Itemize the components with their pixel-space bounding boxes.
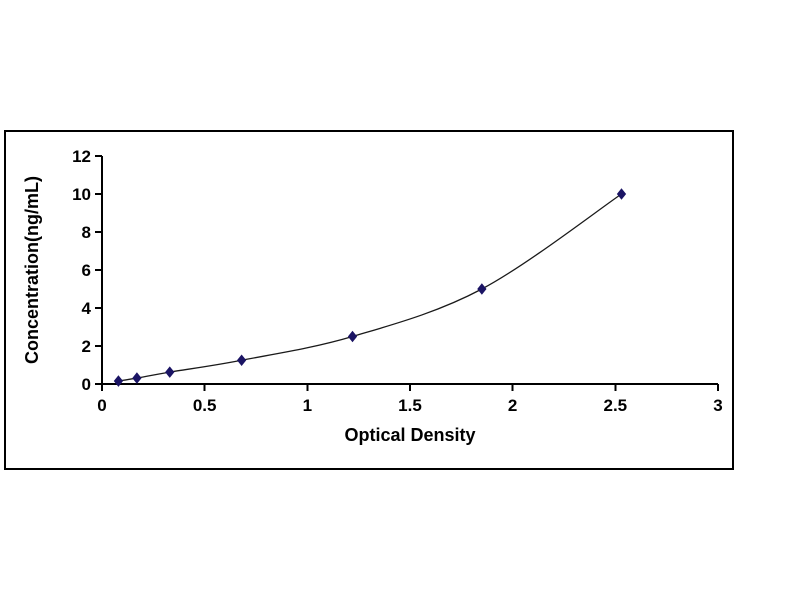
y-tick-label: 0 [82,375,91,394]
data-point-marker [132,372,142,384]
data-point-marker [113,375,124,387]
data-point-marker [236,354,247,367]
data-point-marker [616,188,627,200]
x-tick-label: 2 [508,396,517,415]
chart-frame: 0 0.5 1 1.5 2 2.5 3 0 2 4 6 8 10 12 Optical Density Con… [4,130,734,470]
y-tick-label: 2 [82,337,91,356]
x-tick-label: 1 [303,396,312,415]
x-axis-title: Optical Density [344,425,475,445]
data-point-marker [347,330,358,343]
series-line [118,193,622,382]
y-tick-label: 10 [72,185,91,204]
y-tick-label: 6 [82,261,91,280]
y-tick-label: 12 [72,147,91,166]
x-tick-label: 0 [97,396,106,415]
y-tick-label: 8 [82,223,91,242]
data-point-marker [165,366,175,378]
y-axis-title: Concentration(ng/mL) [22,176,42,364]
x-tick-label: 0.5 [193,396,217,415]
x-tick-label: 1.5 [398,396,422,415]
standard-curve-chart: 0 0.5 1 1.5 2 2.5 3 0 2 4 6 8 10 12 Optical Density Con… [22,147,723,445]
x-tick-label: 3 [713,396,722,415]
x-tick-label: 2.5 [604,396,628,415]
data-point-marker [477,283,487,295]
y-tick-label: 4 [82,299,92,318]
